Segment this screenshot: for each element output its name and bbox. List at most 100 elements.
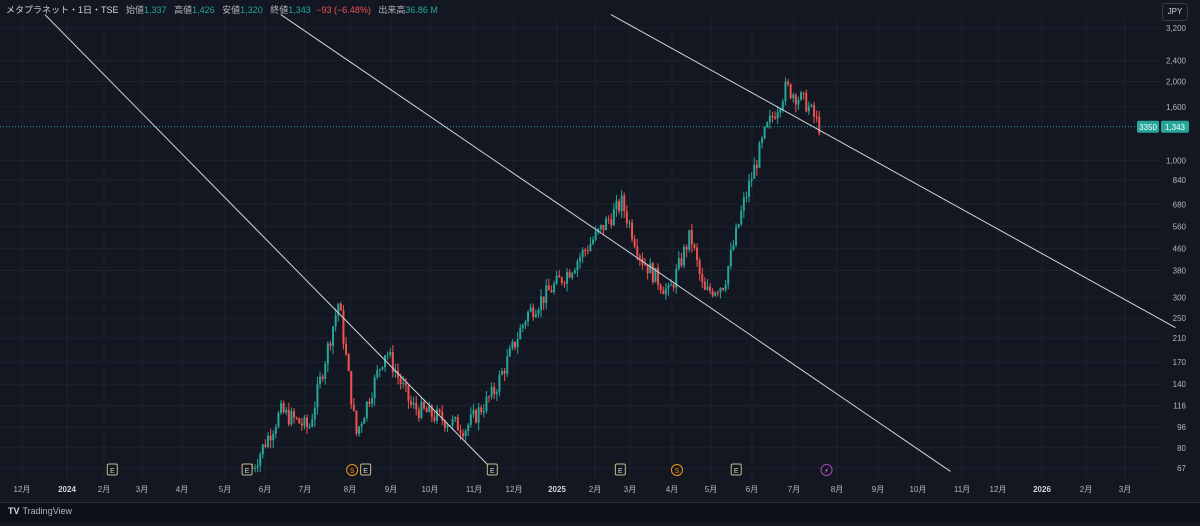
candle-body: [547, 285, 550, 291]
candle-body: [423, 401, 426, 409]
candle-body: [532, 307, 535, 318]
chart-background: [0, 0, 1200, 502]
x-tick-label: 3月: [624, 485, 636, 494]
candle-body: [490, 387, 493, 397]
high-label: 高値: [174, 5, 193, 15]
earnings-marker-label: E: [618, 468, 623, 475]
candle-body: [254, 467, 257, 469]
candle-body: [358, 426, 361, 434]
high-value: 1,426: [192, 5, 215, 15]
candle-body: [805, 92, 808, 112]
y-tick-label: 300: [1173, 293, 1187, 302]
candle-body: [508, 348, 511, 357]
y-tick-label: 680: [1173, 200, 1187, 209]
candle-body: [537, 309, 540, 315]
close-value: 1,343: [288, 5, 311, 15]
candle-body: [558, 275, 561, 278]
candle-body: [571, 273, 574, 278]
currency-button[interactable]: JPY: [1162, 3, 1188, 21]
y-tick-label: 116: [1173, 402, 1186, 411]
y-tick-label: 140: [1173, 380, 1187, 389]
candle-body: [560, 277, 563, 283]
candle-body: [308, 426, 311, 428]
candle-body: [597, 228, 600, 232]
low-label: 安値: [222, 5, 241, 15]
candle-body: [355, 410, 358, 434]
candle-body: [441, 412, 444, 421]
candle-body: [542, 296, 545, 304]
x-tick-label: 2月: [589, 485, 601, 494]
candle-body: [584, 249, 587, 251]
candle-body: [685, 246, 688, 250]
candle-body: [638, 255, 641, 259]
candle-body: [753, 164, 756, 179]
candle-body: [503, 370, 506, 374]
y-tick-label: 380: [1173, 266, 1187, 275]
candle-body: [295, 417, 298, 419]
y-tick-label: 3,200: [1166, 24, 1187, 33]
candle-body: [794, 94, 797, 105]
candle-body: [563, 282, 566, 284]
candle-body: [524, 321, 527, 325]
candle-body: [516, 339, 519, 348]
candle-body: [774, 117, 777, 119]
candle-body: [420, 401, 423, 418]
open-value: 1,337: [144, 5, 167, 15]
candle-body: [623, 195, 626, 212]
x-tick-label: 7月: [788, 485, 800, 494]
candle-body: [290, 411, 293, 425]
candle-body: [657, 267, 660, 285]
candle-body: [722, 288, 725, 290]
x-tick-label: 2月: [98, 485, 110, 494]
candle-body: [735, 227, 738, 246]
candle-body: [451, 418, 454, 426]
candle-body: [579, 257, 582, 262]
candle-body: [703, 281, 706, 290]
candle-body: [475, 410, 478, 423]
candle-body: [644, 264, 647, 266]
candle-body: [321, 376, 324, 380]
candle-body: [334, 315, 337, 327]
candle-body: [724, 284, 727, 290]
candle-body: [391, 352, 394, 373]
candle-body: [618, 201, 621, 212]
candle-body: [428, 405, 431, 413]
candle-body: [285, 409, 288, 413]
candle-body: [709, 286, 712, 292]
x-tick-label: 6月: [259, 485, 271, 494]
candle-body: [534, 314, 537, 318]
candle-body: [519, 328, 522, 340]
candle-body: [784, 81, 787, 102]
x-tick-label: 3月: [136, 485, 148, 494]
earnings-marker-label: E: [110, 468, 115, 475]
candle-body: [607, 218, 610, 220]
candle-body: [781, 101, 784, 110]
candle-body: [602, 224, 605, 231]
symbol-title[interactable]: メタプラネット・1日・TSE: [6, 5, 119, 15]
candle-body: [620, 195, 623, 212]
x-tick-label: 3月: [1119, 485, 1131, 494]
earnings-marker-icon: [730, 463, 742, 476]
candle-body: [555, 275, 558, 284]
candle-body: [813, 104, 816, 117]
event-marker-icon: [820, 464, 833, 476]
candle-body: [589, 243, 592, 251]
brand-name: TradingView: [22, 506, 73, 516]
candle-body: [365, 401, 368, 419]
candle-body: [636, 246, 639, 256]
candle-body: [818, 116, 821, 134]
candle-body: [459, 430, 462, 434]
candle-body: [810, 104, 813, 107]
candle-body: [740, 211, 743, 225]
candle-body: [332, 326, 335, 346]
candle-body: [363, 418, 366, 424]
tradingview-brand[interactable]: TV TradingView: [8, 506, 72, 516]
candle-body: [430, 405, 433, 417]
candle-body: [628, 222, 631, 224]
candle-body: [412, 402, 415, 405]
x-tick-label: 12月: [14, 485, 31, 494]
candle-body: [612, 209, 615, 226]
candle-body: [443, 420, 446, 428]
